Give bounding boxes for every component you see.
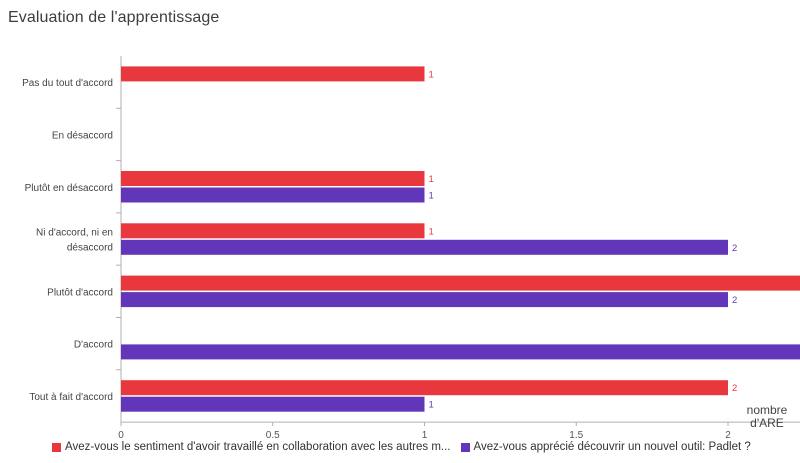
- legend-item-series-1[interactable]: Avez-vous le sentiment d'avoir travaillé…: [52, 441, 451, 453]
- chart-title: Evaluation de l'apprentissage: [8, 9, 220, 26]
- x-tick-label: 1.5: [569, 430, 583, 441]
- bar-value-label: 1: [429, 69, 434, 80]
- y-category-label: D'accord: [74, 340, 113, 351]
- bar-series-2: [121, 187, 425, 203]
- bar-series-1: [121, 275, 800, 291]
- legend-swatch-series-2: [460, 442, 470, 452]
- y-category-label: Plutôt d'accord: [47, 287, 113, 298]
- bar-value-label: 2: [732, 243, 737, 254]
- bar-series-1: [121, 171, 425, 186]
- bar-series-1: [121, 66, 425, 82]
- legend-label-series-1: Avez-vous le sentiment d'avoir travaillé…: [65, 441, 451, 453]
- bar-series-2: [121, 239, 728, 255]
- x-axis-label: nombre d'ARE: [746, 403, 788, 430]
- bar-value-label: 1: [429, 226, 434, 237]
- y-category-label: En désaccord: [52, 130, 113, 141]
- y-category-label: Plutôt en désaccord: [25, 183, 113, 194]
- bar-value-label: 1: [429, 174, 434, 185]
- bar-value-label: 1: [429, 400, 434, 411]
- bar-series-2: [121, 396, 425, 412]
- legend-swatch-series-1: [52, 442, 61, 452]
- legend-item-series-2[interactable]: Avez-vous apprécié découvrir un nouvel o…: [460, 441, 751, 453]
- y-category-label: Pas du tout d'accord: [22, 78, 113, 89]
- bar-series-2: [121, 344, 800, 360]
- bar-series-1: [121, 380, 728, 396]
- bar-value-label: 1: [429, 191, 434, 202]
- x-tick-label: 2: [725, 430, 731, 441]
- y-category-label: Tout à fait d'accord: [29, 392, 113, 403]
- x-tick-label: 0: [118, 430, 124, 441]
- bar-series-1: [121, 223, 425, 239]
- x-tick-label: 0.5: [266, 430, 280, 441]
- legend-label-series-2: Avez-vous apprécié découvrir un nouvel o…: [473, 441, 751, 453]
- bar-value-label: 2: [732, 295, 737, 306]
- x-tick-label: 1: [422, 430, 428, 441]
- bar-value-label: 2: [732, 383, 737, 394]
- bar-series-2: [121, 292, 728, 308]
- y-category-label: désaccord: [67, 243, 113, 254]
- y-category-label: Ni d'accord, ni en: [36, 228, 113, 239]
- legend: Avez-vous le sentiment d'avoir travaillé…: [52, 441, 761, 453]
